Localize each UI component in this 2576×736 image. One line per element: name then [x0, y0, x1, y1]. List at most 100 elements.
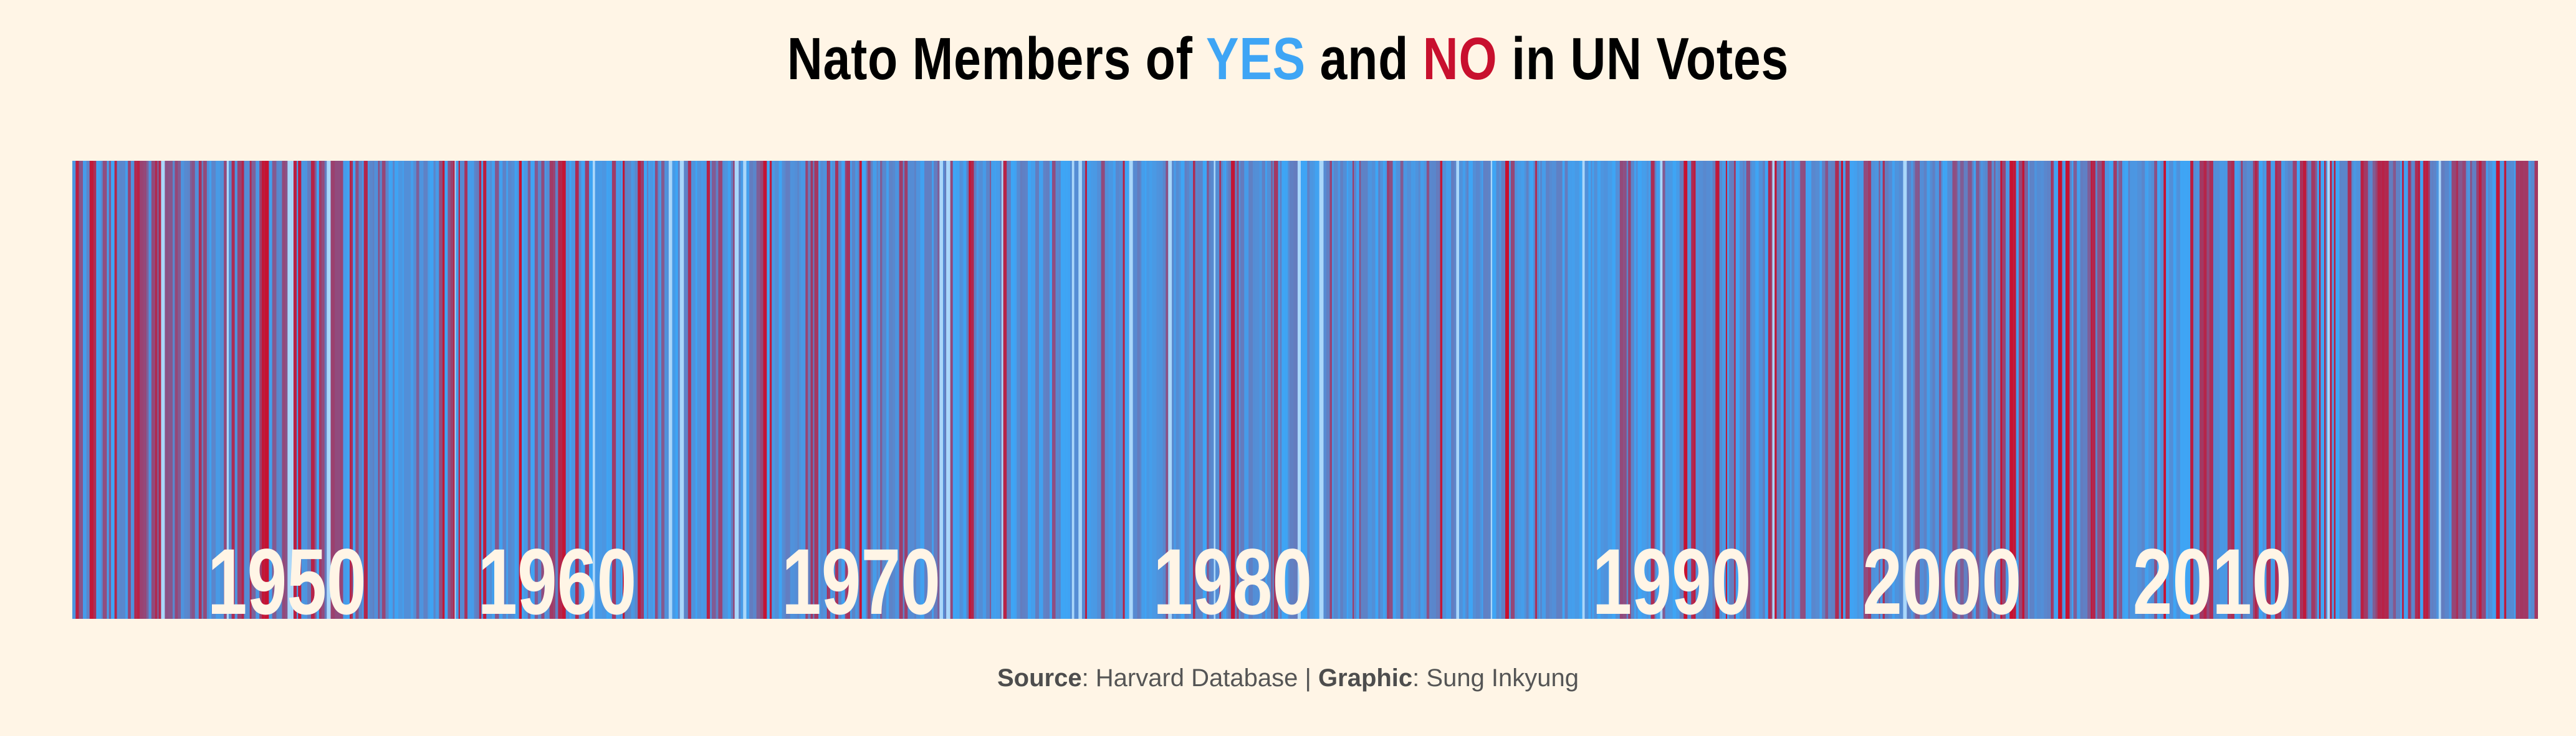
vote-stripe [1536, 161, 1539, 619]
vote-stripe [2332, 161, 2334, 619]
vote-stripe [1903, 161, 1907, 619]
vote-stripe [553, 161, 556, 619]
year-label-1950: 1950 [208, 529, 366, 634]
vote-stripe [2327, 161, 2330, 619]
vote-stripe [2000, 161, 2003, 619]
vote-stripe [1362, 161, 1366, 619]
vote-stripe [1415, 161, 1419, 619]
vote-stripe [2478, 161, 2482, 619]
vote-stripe [1115, 161, 1119, 619]
vote-stripe [2224, 161, 2228, 619]
vote-stripe [1174, 161, 1176, 619]
vote-stripe [1616, 161, 1620, 619]
vote-stripe [814, 161, 819, 619]
vote-stripe [1979, 161, 1981, 619]
vote-stripe [2528, 161, 2531, 619]
vote-stripe [595, 161, 599, 619]
vote-stripe [378, 161, 380, 619]
vote-stripe [1093, 161, 1098, 619]
vote-stripe [2151, 161, 2155, 619]
vote-stripe [2468, 161, 2471, 619]
vote-stripe [433, 161, 436, 619]
vote-stripe [524, 161, 528, 619]
vote-stripe [1025, 161, 1028, 619]
vote-stripe [301, 161, 305, 619]
vote-stripe [1063, 161, 1066, 619]
vote-stripe [1898, 161, 1903, 619]
vote-stripe [805, 161, 808, 619]
vote-stripe [2250, 161, 2253, 619]
vote-stripe [2040, 161, 2044, 619]
vote-stripe [1634, 161, 1637, 619]
vote-stripe [2166, 161, 2170, 619]
vote-stripe [1533, 161, 1536, 619]
vote-stripe [2396, 161, 2400, 619]
vote-stripe [653, 161, 655, 619]
vote-stripe [969, 161, 971, 619]
vote-stripe [734, 161, 739, 619]
vote-stripe [767, 161, 770, 619]
vote-stripe [490, 161, 492, 619]
vote-stripe [1424, 161, 1427, 619]
vote-stripe [2083, 161, 2088, 619]
vote-stripe [2481, 161, 2486, 619]
vote-stripe [2353, 161, 2357, 619]
vote-stripe [429, 161, 434, 619]
vote-stripe [1571, 161, 1575, 619]
vote-stripe [1521, 161, 1525, 619]
vote-stripe [1432, 161, 1436, 619]
vote-stripe [2369, 161, 2373, 619]
vote-stripe [944, 161, 947, 619]
vote-stripe [2487, 161, 2490, 619]
vote-stripe [355, 161, 359, 619]
vote-stripe [622, 161, 625, 619]
vote-stripe [100, 161, 103, 619]
vote-stripe [1880, 161, 1883, 619]
vote-stripe [1981, 161, 1983, 619]
vote-stripe [1059, 161, 1061, 619]
vote-stripe [1538, 161, 1541, 619]
vote-stripe [1141, 161, 1145, 619]
vote-stripe [568, 161, 570, 619]
vote-stripe [330, 161, 335, 619]
vote-stripe [459, 161, 463, 619]
vote-stripe [1382, 161, 1386, 619]
vote-stripe [743, 161, 747, 619]
vote-stripe [1124, 161, 1129, 619]
vote-stripe [1745, 161, 1746, 619]
vote-stripe [843, 161, 845, 619]
vote-stripe [1626, 161, 1629, 619]
vote-stripe [2277, 161, 2282, 619]
vote-stripe [1449, 161, 1452, 619]
vote-stripe [282, 161, 286, 619]
vote-stripe [1253, 161, 1255, 619]
vote-stripe [616, 161, 620, 619]
vote-stripe [96, 161, 98, 619]
vote-stripe [1068, 161, 1071, 619]
vote-stripe [808, 161, 811, 619]
vote-stripe [1467, 161, 1469, 619]
vote-stripe [2183, 161, 2185, 619]
vote-stripe [956, 161, 960, 619]
vote-stripe [1060, 161, 1063, 619]
vote-stripe [2206, 161, 2210, 619]
vote-stripe [1307, 161, 1310, 619]
vote-stripe [1774, 161, 1777, 619]
vote-stripe [161, 161, 165, 619]
vote-stripe [1839, 161, 1841, 619]
vote-stripe [339, 161, 343, 619]
vote-stripe [216, 161, 221, 619]
vote-stripe [1568, 161, 1572, 619]
vote-stripe [2393, 161, 2396, 619]
vote-stripe [1642, 161, 1646, 619]
vote-stripe [994, 161, 997, 619]
vote-stripe [363, 161, 368, 619]
vote-stripe [575, 161, 579, 619]
vote-stripe [2113, 161, 2117, 619]
vote-stripe [1429, 161, 1432, 619]
vote-stripe [2431, 161, 2434, 619]
vote-stripe [886, 161, 889, 619]
vote-stripe [128, 161, 131, 619]
vote-stripe [2120, 161, 2122, 619]
